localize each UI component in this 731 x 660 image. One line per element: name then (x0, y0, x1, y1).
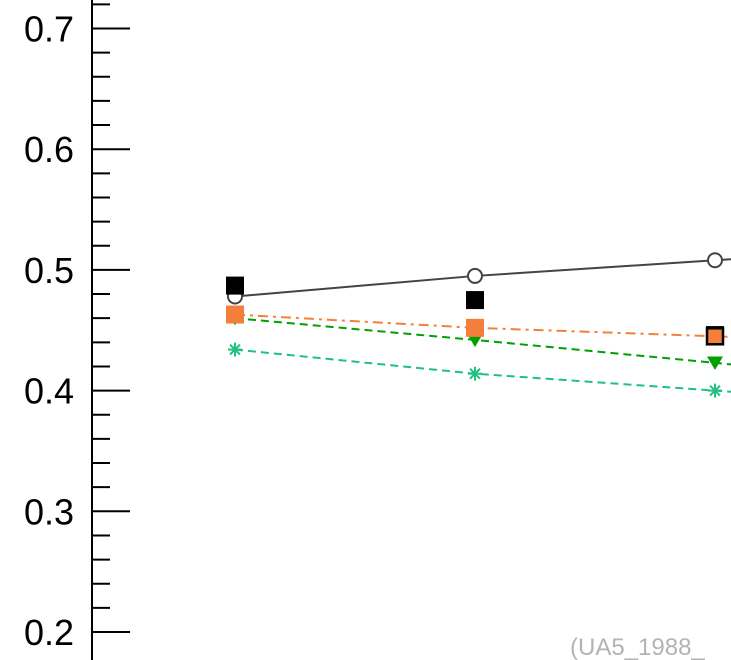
data-point (467, 267, 483, 284)
data-point (466, 318, 484, 337)
y-tick-label: 0.2 (24, 612, 74, 653)
y-tick-label: 0.4 (24, 371, 74, 412)
y-tick-label: 0.5 (24, 250, 74, 291)
series-line (234, 313, 731, 338)
data-point (467, 333, 483, 348)
y-tick-label: 0.3 (24, 491, 74, 532)
asterisk-stroke (469, 368, 481, 380)
y-axis: 0.2 0.3 0.4 0.5 0.6 0.7 (24, 0, 130, 660)
data-point (466, 291, 484, 310)
data-point (707, 356, 723, 371)
series-layer (226, 252, 731, 398)
series-5 (228, 342, 731, 398)
overlap-point (705, 327, 725, 346)
data-point (226, 276, 244, 295)
y-tick-label: 0.7 (24, 9, 74, 50)
data-point (228, 342, 242, 357)
series-line (234, 317, 731, 366)
y-tick-label: 0.6 (24, 129, 74, 170)
data-point (468, 366, 482, 381)
source-annotation: (UA5_1988_ (570, 634, 705, 660)
data-point (708, 383, 722, 398)
data-point (226, 305, 244, 324)
series-line (234, 348, 731, 393)
asterisk-stroke (229, 343, 241, 356)
data-point (707, 252, 723, 269)
series-line (234, 258, 731, 298)
asterisk-stroke (709, 384, 721, 397)
